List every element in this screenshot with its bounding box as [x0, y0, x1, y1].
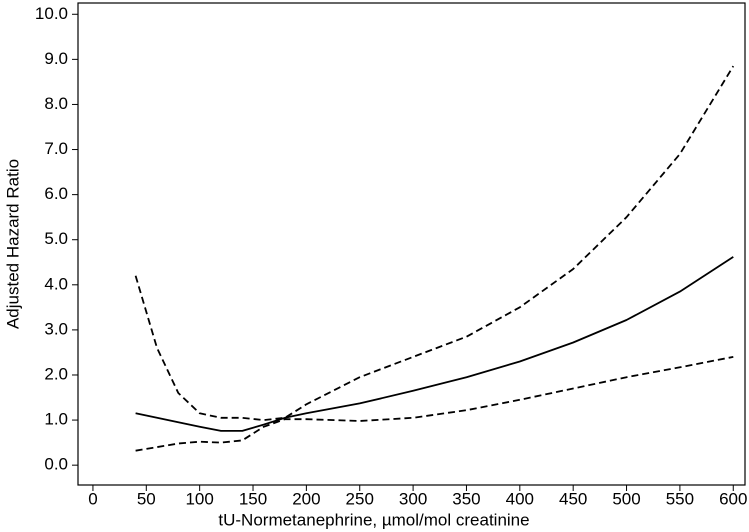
y-tick-label: 8.0: [44, 94, 68, 113]
x-tick-label: 150: [239, 489, 267, 508]
x-tick-label: 0: [88, 489, 97, 508]
y-tick-label: 2.0: [44, 364, 68, 383]
x-tick-label: 400: [506, 489, 534, 508]
x-tick-label: 350: [452, 489, 480, 508]
x-tick-label: 500: [612, 489, 640, 508]
confidence-line: [135, 356, 734, 452]
x-tick-label: 200: [292, 489, 320, 508]
plot-frame: [77, 2, 746, 486]
x-tick-label: 300: [399, 489, 427, 508]
x-tick-label: 50: [137, 489, 156, 508]
y-tick-label: 0.0: [44, 455, 68, 474]
x-tick-label: 550: [666, 489, 694, 508]
x-axis-label: tU-Normetanephrine, µmol/mol creatinine: [218, 510, 529, 529]
y-tick-label: 9.0: [44, 49, 68, 68]
estimate-line: [135, 256, 734, 432]
x-tick-label: 250: [346, 489, 374, 508]
y-tick-label: 3.0: [44, 319, 68, 338]
y-tick-label: 7.0: [44, 139, 68, 158]
y-tick-label: 6.0: [44, 184, 68, 203]
y-axis-label: Adjusted Hazard Ratio: [3, 159, 22, 329]
confidence-line: [134, 65, 735, 421]
y-tick-label: 5.0: [44, 229, 68, 248]
x-tick-label: 450: [559, 489, 587, 508]
x-tick-label: 600: [719, 489, 747, 508]
y-tick-label: 1.0: [44, 410, 68, 429]
x-tick-label: 100: [185, 489, 213, 508]
y-tick-label: 4.0: [44, 274, 68, 293]
y-tick-label: 10.0: [35, 4, 68, 23]
